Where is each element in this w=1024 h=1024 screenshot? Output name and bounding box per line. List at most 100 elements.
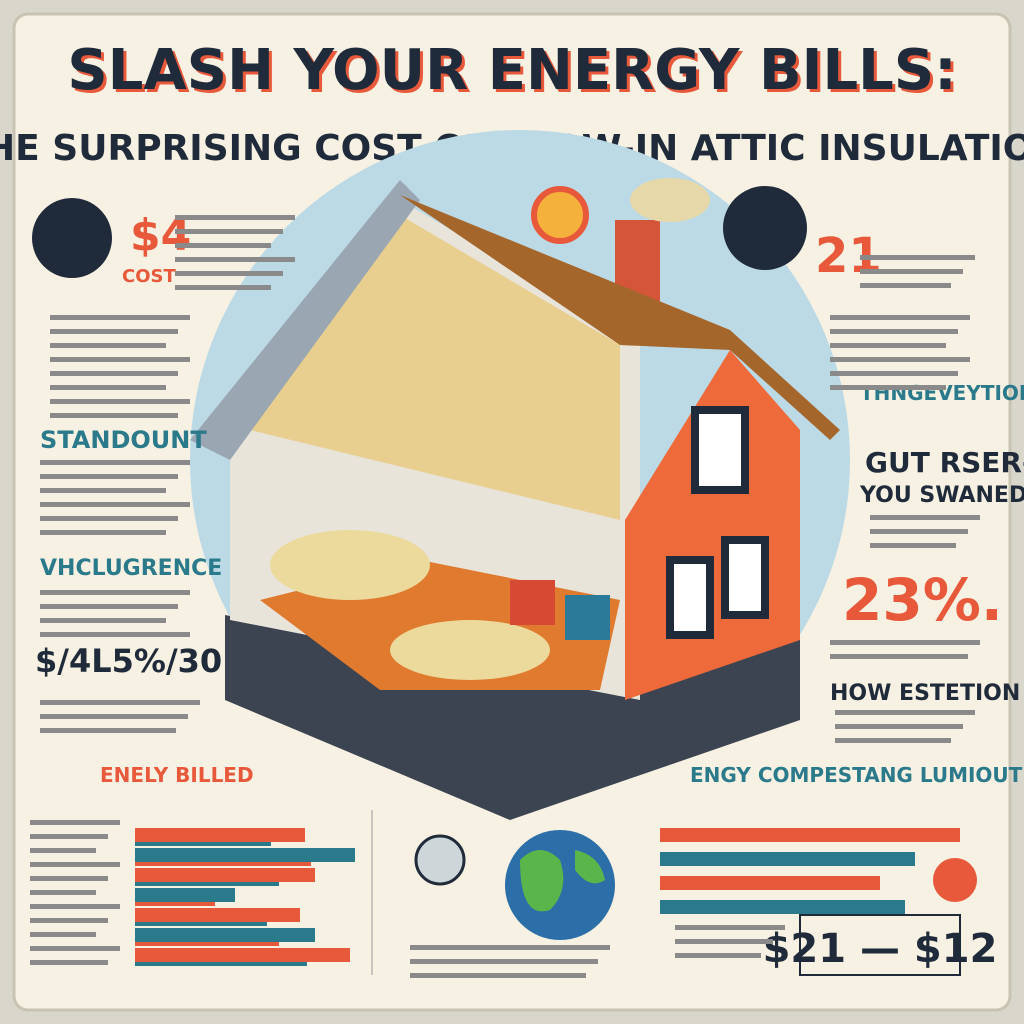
right-heading: THNGEVEYTIOI — [860, 381, 1024, 405]
left-stat: $/4L5%/30 — [35, 642, 222, 680]
text-placeholder — [30, 918, 108, 923]
text-placeholder — [830, 640, 980, 645]
window — [666, 556, 714, 639]
text-placeholder — [30, 862, 120, 867]
text-placeholder — [830, 357, 970, 362]
roof-edge — [190, 180, 420, 460]
text-placeholder — [30, 932, 96, 937]
text-placeholder — [40, 728, 176, 733]
text-placeholder — [50, 329, 178, 334]
right-heading: HOW ESTETION — [830, 681, 1020, 706]
text-placeholder — [40, 632, 190, 637]
text-placeholder — [30, 848, 96, 853]
roof-rafter — [400, 195, 840, 440]
text-placeholder — [40, 618, 166, 623]
right-heading: GUT RSER- — [865, 446, 1024, 479]
right-heading: YOU SWANED — [859, 483, 1024, 508]
text-placeholder — [870, 543, 956, 548]
decorative-bar — [135, 862, 311, 866]
window — [721, 536, 769, 619]
text-placeholder — [675, 939, 773, 944]
text-placeholder — [50, 343, 166, 348]
text-placeholder — [830, 385, 946, 390]
text-placeholder — [50, 357, 190, 362]
text-placeholder — [40, 488, 166, 493]
text-placeholder — [675, 925, 785, 930]
left-heading: STANDOUNT — [40, 426, 207, 454]
text-placeholder — [410, 945, 610, 950]
title: SLASH YOUR ENERGY BILLS: — [67, 38, 956, 103]
text-placeholder — [835, 710, 975, 715]
text-placeholder — [50, 399, 190, 404]
decorative-bar — [135, 888, 235, 902]
text-placeholder — [30, 946, 120, 951]
text-placeholder — [30, 904, 120, 909]
text-placeholder — [830, 371, 958, 376]
price-range: $21 — $12 — [763, 926, 998, 972]
decorative-bar — [135, 882, 279, 886]
chair — [565, 595, 610, 640]
text-placeholder — [30, 820, 120, 825]
text-placeholder — [30, 876, 108, 881]
chair — [510, 580, 555, 625]
decorative-bar — [135, 848, 355, 862]
text-placeholder — [410, 959, 598, 964]
text-placeholder — [40, 474, 178, 479]
decorative-bar — [135, 902, 215, 906]
left-heading: VHCLUGRENCE — [40, 556, 222, 581]
text-placeholder — [830, 343, 946, 348]
price-box — [799, 914, 961, 976]
text-placeholder — [410, 973, 586, 978]
text-placeholder — [860, 269, 963, 274]
text-placeholder — [175, 229, 283, 234]
coin-icon — [414, 834, 466, 886]
title-shadow: SLASH YOUR ENERGY BILLS: — [70, 41, 959, 106]
text-placeholder — [40, 460, 190, 465]
text-placeholder — [175, 271, 283, 276]
text-placeholder — [40, 700, 200, 705]
text-placeholder — [30, 890, 96, 895]
banner-right: ENGY COMPESTANG LUMIOUT — [690, 763, 1023, 787]
decorative-bar — [135, 922, 267, 926]
text-placeholder — [835, 724, 963, 729]
decorative-bar — [135, 908, 300, 922]
text-placeholder — [40, 516, 178, 521]
insulation — [250, 215, 620, 520]
flame-icon — [933, 858, 977, 902]
text-placeholder — [870, 515, 980, 520]
text-placeholder — [175, 243, 271, 248]
decorative-bar — [135, 928, 315, 942]
text-placeholder — [860, 283, 951, 288]
globe-land — [520, 850, 605, 912]
decorative-bar — [135, 842, 271, 846]
insulation-pile — [270, 530, 430, 600]
text-placeholder — [30, 834, 108, 839]
decorative-bar — [660, 876, 880, 890]
decorative-bar — [660, 828, 960, 842]
text-placeholder — [830, 654, 968, 659]
banner-left: ENELY BILLED — [100, 763, 254, 787]
text-placeholder — [175, 215, 295, 220]
text-placeholder — [175, 285, 271, 290]
decorative-bar — [135, 942, 279, 946]
bulb-icon — [32, 198, 112, 278]
text-placeholder — [175, 257, 295, 262]
text-placeholder — [830, 329, 958, 334]
decorative-bar — [135, 962, 307, 966]
text-placeholder — [50, 413, 178, 418]
bulb-icon — [723, 186, 807, 270]
decorative-bar — [135, 868, 315, 882]
text-placeholder — [50, 371, 178, 376]
text-placeholder — [870, 529, 968, 534]
left-figure-caption: COST — [122, 266, 176, 287]
text-placeholder — [50, 315, 190, 320]
decorative-bar — [135, 828, 305, 842]
decorative-bar — [660, 900, 905, 914]
right-stat: 23%. — [842, 566, 1003, 634]
text-placeholder — [835, 738, 951, 743]
text-placeholder — [40, 502, 190, 507]
text-placeholder — [40, 530, 166, 535]
window — [691, 406, 749, 494]
